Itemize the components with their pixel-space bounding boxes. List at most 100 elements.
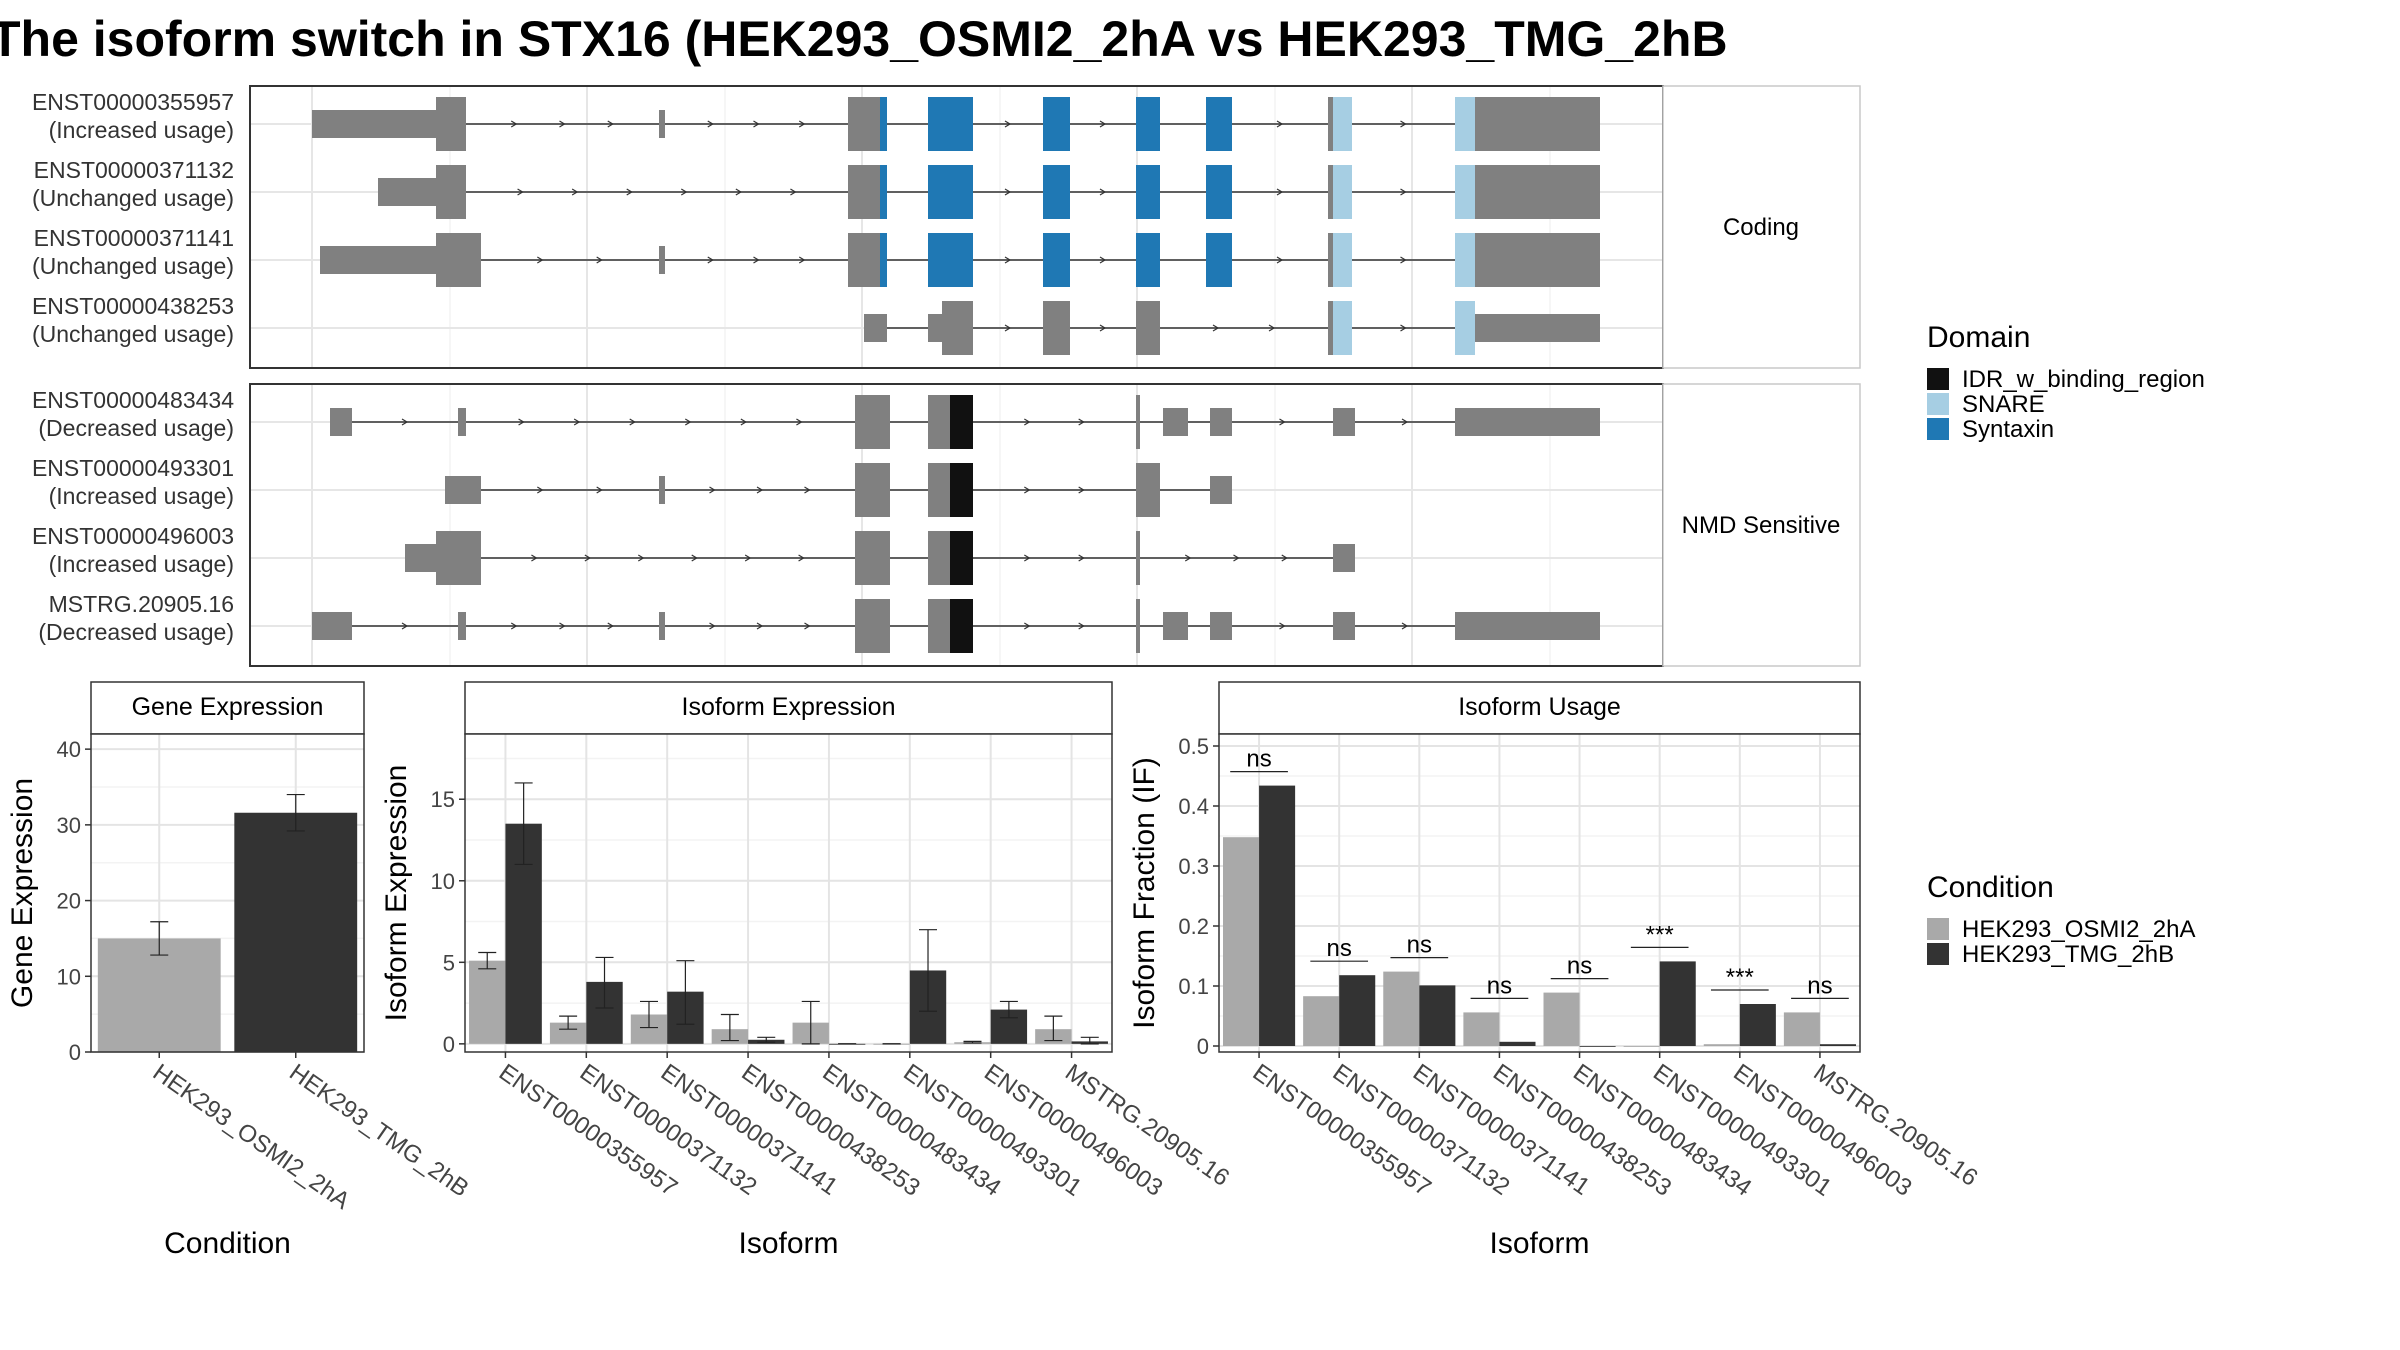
exon-block — [1136, 531, 1140, 585]
exon-block — [1043, 301, 1070, 355]
intron-arrow — [510, 622, 518, 630]
significance-label: ns — [1487, 972, 1512, 999]
exon-block — [1043, 97, 1070, 151]
exon-block — [880, 165, 887, 219]
intron-arrow — [1078, 486, 1085, 494]
transcript-usage-label: (Unchanged usage) — [32, 253, 234, 279]
y-tick-label: 15 — [431, 787, 455, 812]
chart-strip — [464, 681, 1113, 735]
exon-block — [880, 233, 887, 287]
intron-arrow — [1212, 324, 1220, 332]
bar — [549, 1022, 587, 1044]
significance-label: *** — [1726, 964, 1754, 991]
y-tick-label: 0.1 — [1178, 974, 1209, 999]
exon-block — [1136, 165, 1160, 219]
y-tick-label: 0 — [1197, 1034, 1209, 1059]
exon-block — [1455, 97, 1475, 151]
intron-arrow — [1099, 120, 1107, 128]
domain-legend-item: Syntaxin — [1962, 416, 2054, 443]
domain-legend-item: SNARE — [1962, 391, 2045, 418]
plot-frame — [90, 733, 365, 1053]
exon-block — [659, 476, 665, 504]
bar — [1419, 985, 1456, 1046]
exon-block — [1455, 233, 1475, 287]
exon-block — [1136, 97, 1160, 151]
plot-frame — [1218, 733, 1861, 1053]
exon-block — [1333, 301, 1352, 355]
intron-arrow — [756, 486, 764, 494]
condition-legend-item: HEK293_TMG_2hB — [1962, 941, 2174, 968]
intron-arrow — [1400, 120, 1407, 128]
exon-block — [855, 463, 890, 517]
bar — [1303, 996, 1340, 1046]
exon-block — [1136, 233, 1160, 287]
exon-block — [1455, 408, 1600, 436]
exon-block — [1328, 301, 1333, 355]
intron-arrow — [1276, 256, 1284, 264]
intron-arrow — [401, 622, 409, 630]
intron-arrow — [1099, 324, 1107, 332]
transcript-usage-label: (Decreased usage) — [38, 619, 234, 645]
exon-block — [1163, 408, 1188, 436]
intron-arrow — [1279, 418, 1286, 426]
legend-swatch — [1927, 418, 1949, 440]
chart-strip — [1218, 681, 1861, 735]
intron-arrow — [1400, 324, 1407, 332]
exon-block — [1328, 97, 1333, 151]
y-axis-label: Isoform Fraction (IF) — [1128, 757, 1161, 1029]
y-axis-label: Gene Expression — [6, 778, 39, 1008]
transcript-id-label: ENST00000355957 — [32, 89, 234, 115]
intron-arrow — [796, 418, 803, 426]
exon-block — [436, 97, 466, 151]
intron-arrow — [740, 418, 748, 426]
intron-arrow — [596, 256, 603, 264]
exon-block — [1136, 463, 1160, 517]
exon-block — [950, 531, 973, 585]
transcript-usage-label: (Increased usage) — [49, 117, 234, 143]
intron-arrow — [637, 554, 645, 562]
intron-arrow — [798, 554, 805, 562]
intron-arrow — [1078, 554, 1085, 562]
intron-arrow — [709, 486, 716, 494]
transcript-id-label: ENST00000493301 — [32, 455, 234, 481]
intron-arrow — [537, 486, 544, 494]
y-tick-label: 0 — [443, 1032, 455, 1057]
exon-block — [1163, 612, 1188, 640]
exon-block — [312, 612, 352, 640]
intron-arrow — [691, 554, 698, 562]
condition-legend-title: Condition — [1927, 871, 2054, 904]
exon-block — [928, 97, 973, 151]
intron-arrow — [790, 188, 797, 196]
intron-arrow — [629, 418, 636, 426]
intron-arrow — [680, 188, 688, 196]
intron-arrow — [607, 120, 614, 128]
exon-block — [950, 599, 973, 653]
bar — [1783, 1012, 1820, 1046]
y-tick-label: 0.5 — [1178, 734, 1209, 759]
intron-arrow — [1024, 554, 1031, 562]
exon-block — [928, 165, 973, 219]
intron-arrow — [753, 256, 760, 264]
intron-arrow — [707, 120, 714, 128]
figure-title: The isoform switch in STX16 (HEK293_OSMI… — [0, 11, 1728, 67]
transcript-id-label: ENST00000371132 — [34, 157, 234, 183]
intron-arrow — [1024, 418, 1031, 426]
x-axis-label: Isoform — [1489, 1227, 1589, 1260]
structure-strip — [1662, 383, 1861, 667]
exon-block — [855, 531, 890, 585]
intron-arrow — [1268, 324, 1276, 332]
domain-legend-item: IDR_w_binding_region — [1962, 366, 2205, 393]
transcript-usage-label: (Decreased usage) — [38, 415, 234, 441]
exon-block — [1475, 314, 1600, 342]
significance-label: ns — [1807, 972, 1832, 999]
intron-arrow — [804, 622, 811, 630]
exon-block — [1043, 165, 1070, 219]
bar — [1339, 975, 1376, 1046]
transcript-id-label: MSTRG.20905.16 — [49, 591, 234, 617]
intron-arrow — [1078, 622, 1085, 630]
exon-block — [659, 246, 665, 274]
bar — [1659, 961, 1696, 1046]
transcript-id-label: ENST00000496003 — [32, 523, 234, 549]
